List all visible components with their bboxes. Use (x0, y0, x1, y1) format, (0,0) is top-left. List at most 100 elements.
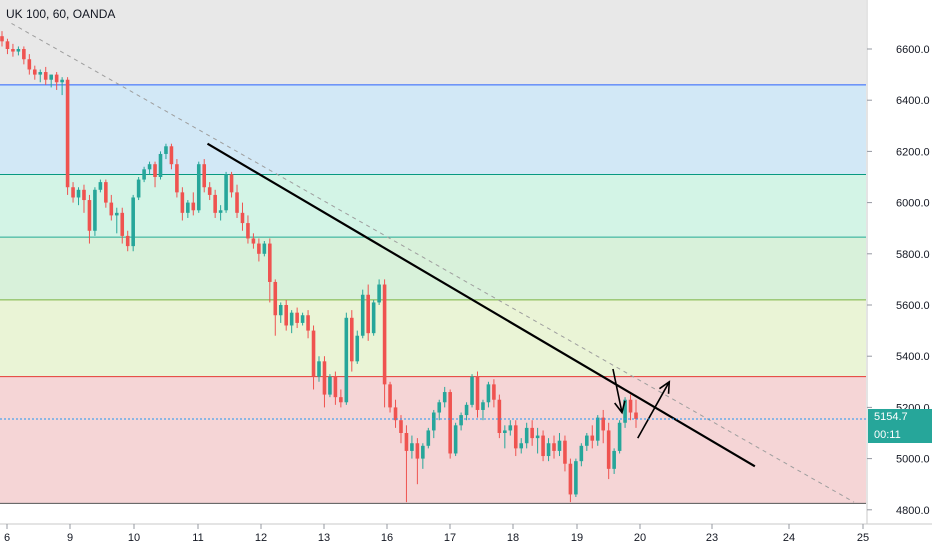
candle-body (169, 146, 174, 165)
retest-arrow[interactable] (612, 368, 626, 415)
candle-body (71, 187, 75, 198)
candle (459, 412, 463, 431)
candle-body (54, 74, 59, 83)
arrow-shaft (637, 381, 670, 439)
candle-body (421, 445, 425, 459)
candle (590, 425, 595, 449)
candle-body (453, 425, 458, 454)
time-tick-label: 20 (634, 532, 646, 544)
candle (437, 399, 442, 421)
candle-body (530, 427, 534, 439)
candle-body (120, 212, 125, 236)
candle (464, 402, 469, 421)
candle-body (388, 384, 392, 408)
time-axis[interactable]: 6 9 10 11 12 13 16 17 18 19 20 23 24 25 (4, 524, 869, 544)
trendlines[interactable] (11, 22, 855, 503)
candle (11, 43, 15, 57)
candle (300, 312, 305, 326)
candle (530, 420, 534, 446)
candle-body (175, 164, 179, 193)
candle (377, 279, 381, 305)
candle (557, 433, 562, 457)
candle-body (27, 59, 32, 70)
candle-body (38, 72, 43, 75)
candle (147, 161, 152, 175)
candle (27, 54, 32, 75)
candle-body (448, 392, 452, 454)
candle (382, 279, 387, 408)
candle (388, 381, 392, 413)
breakout-arrow[interactable] (637, 380, 671, 439)
candle (481, 399, 485, 421)
candle (585, 433, 589, 451)
candle-body (60, 79, 64, 83)
candle (606, 422, 611, 480)
candle-body (65, 79, 70, 188)
candle (43, 66, 48, 85)
candle-body (415, 443, 420, 459)
candle-body (404, 433, 409, 451)
arrow-shaft (612, 368, 623, 413)
projected-trendline[interactable] (11, 22, 855, 503)
candle (98, 179, 103, 193)
candle-body (503, 430, 507, 433)
candle (513, 420, 518, 457)
candle (541, 430, 545, 462)
candle-body (590, 435, 595, 441)
candle-body (262, 243, 267, 254)
candle-body (464, 404, 469, 416)
candle-body (399, 420, 403, 433)
candle (431, 409, 436, 439)
candle-body (114, 212, 119, 216)
fib-zone-2 (0, 174, 866, 238)
candle (142, 166, 146, 183)
candle-body (240, 212, 245, 224)
candle-body (49, 74, 53, 80)
candle-body (224, 174, 228, 211)
candle (442, 386, 447, 408)
candle (289, 310, 294, 334)
candle-body (268, 243, 272, 282)
candle-body (437, 402, 442, 413)
candle (612, 448, 616, 474)
candle (65, 77, 70, 195)
candle (453, 422, 458, 457)
candle (54, 72, 59, 90)
candle (60, 77, 64, 96)
candle (579, 443, 584, 467)
candle (470, 374, 474, 408)
candle (175, 159, 179, 198)
current-price-tag: 5154.7 00:11 (868, 408, 932, 443)
candle (415, 438, 420, 485)
candle-body (470, 376, 474, 405)
candle-body (229, 174, 234, 193)
candle-body (207, 187, 212, 195)
candle (273, 279, 278, 336)
candle (164, 143, 168, 160)
candle-body (546, 443, 551, 457)
candle (22, 46, 26, 65)
time-tick-label: 10 (128, 532, 140, 544)
candle (601, 409, 606, 444)
candle-body (289, 312, 294, 326)
price-axis[interactable]: 6600.0 6400.0 6200.0 6000.0 5800.0 5600.0 5400… (867, 44, 930, 517)
price-tick-label: 5000.0 (896, 454, 930, 466)
candle-body (377, 284, 381, 303)
candle (136, 177, 141, 201)
candle-body (5, 41, 10, 49)
bar-countdown-label: 00:11 (874, 429, 901, 441)
fib-level-lines (0, 84, 866, 504)
candle-body (612, 450, 616, 469)
candle-body (87, 200, 92, 231)
candle (399, 415, 403, 444)
time-tick-label: 19 (571, 532, 583, 544)
candle (524, 422, 529, 449)
annotation-arrows[interactable] (612, 368, 671, 439)
main-trendline[interactable] (206, 142, 756, 468)
candle-body (328, 376, 332, 395)
candle (213, 189, 217, 218)
price-tick-label: 4800.0 (896, 505, 930, 517)
candle-body (371, 302, 376, 334)
candle-body (410, 443, 414, 451)
